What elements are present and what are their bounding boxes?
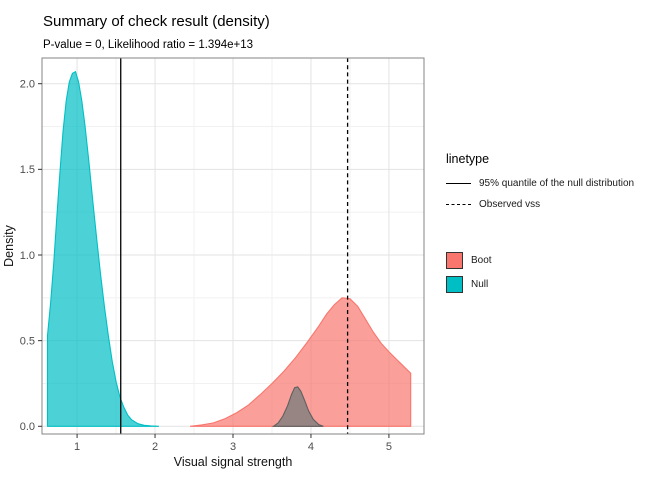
- solid-line-key-icon: [446, 183, 471, 184]
- legend-linetype-title: linetype: [446, 152, 490, 166]
- svg-text:2: 2: [152, 441, 158, 453]
- svg-text:5: 5: [386, 441, 392, 453]
- svg-text:2.0: 2.0: [20, 78, 35, 90]
- svg-text:Density: Density: [2, 224, 16, 266]
- legend-item-solid-line: 95% quantile of the null distribution: [446, 178, 666, 189]
- svg-text:1.5: 1.5: [20, 164, 35, 176]
- density-chart-panel: 1 2 3 4 5 0.0 0.5 1.0 1.5 2.0 Visual signal streng…: [2, 57, 425, 469]
- legend-item-null: Null: [446, 276, 666, 293]
- legend-label-boot: Boot: [471, 255, 492, 266]
- legend-item-dashed-line: Observed vss: [446, 199, 666, 210]
- legend-item-boot: Boot: [446, 252, 666, 269]
- svg-text:Visual signal strength: Visual signal strength: [174, 455, 293, 469]
- boot-fill-swatch-icon: [446, 252, 463, 269]
- legend-linetype: linetype 95% quantile of the null distri…: [446, 152, 666, 210]
- null-fill-swatch-icon: [446, 276, 463, 293]
- plot-header: Summary of check result (density) P-valu…: [0, 0, 672, 52]
- dashed-line-key-icon: [446, 204, 471, 205]
- legend-fill: Boot Null: [446, 252, 666, 293]
- svg-text:1.0: 1.0: [20, 250, 35, 262]
- chart-title: Summary of check result (density): [43, 13, 270, 30]
- svg-text:3: 3: [230, 441, 236, 453]
- legend-label-null: Null: [471, 279, 489, 290]
- legend-column: linetype 95% quantile of the null distri…: [446, 52, 666, 300]
- legend-label-dashed: Observed vss: [479, 199, 541, 210]
- svg-text:0.0: 0.0: [20, 421, 35, 433]
- svg-text:1: 1: [74, 441, 80, 453]
- svg-text:0.5: 0.5: [20, 335, 35, 347]
- chart-content: 1 2 3 4 5 0.0 0.5 1.0 1.5 2.0 Visual signal streng…: [0, 52, 672, 470]
- legend-label-solid: 95% quantile of the null distribution: [479, 178, 635, 189]
- chart-subtitle: P-value = 0, Likelihood ratio = 1.394e+1…: [43, 39, 254, 51]
- svg-text:4: 4: [308, 441, 314, 453]
